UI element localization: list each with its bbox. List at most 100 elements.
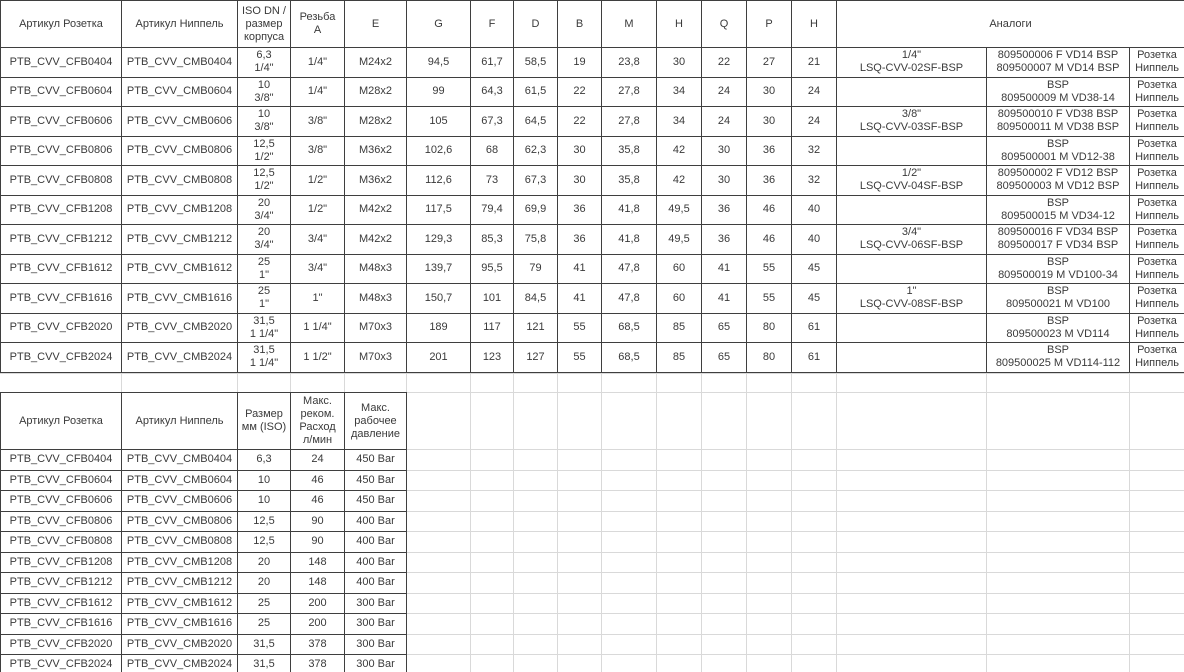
column-header-b[interactable]: B [557,0,602,48]
cell[interactable]: 25 [237,613,291,635]
cell[interactable]: 30 [557,165,602,196]
cell[interactable]: 55 [557,342,602,373]
cell[interactable]: PTB_CVV_CMB1208 [121,551,238,573]
cell[interactable]: 809500010 F VD38 BSP 809500011 M VD38 BS… [986,106,1130,137]
cell[interactable]: 41 [701,283,747,314]
cell[interactable]: M42x2 [344,224,407,255]
cell[interactable]: PTB_CVV_CMB0606 [121,490,238,512]
cell[interactable]: M28x2 [344,76,407,107]
cell[interactable]: M70x3 [344,312,407,343]
cell[interactable]: PTB_CVV_CFB1616 [0,613,122,635]
cell[interactable]: 148 [290,551,345,573]
cell[interactable]: PTB_CVV_CMB0806 [121,135,238,166]
cell[interactable]: 1 1/2" [290,342,345,373]
cell[interactable]: PTB_CVV_CMB0808 [121,165,238,196]
cell[interactable]: 12,5 [237,531,291,553]
column-header-f[interactable]: F [470,0,514,48]
cell[interactable]: 101 [470,283,514,314]
cell[interactable]: 6,3 [237,449,291,471]
column-header-e[interactable]: E [344,0,407,48]
cell[interactable]: 1/4" [290,47,345,78]
cell[interactable] [836,194,987,225]
cell[interactable]: 3/4" [290,224,345,255]
column-header-max-flow[interactable]: Макс. реком. Расход л/мин [290,392,345,450]
cell[interactable]: 30 [701,135,747,166]
cell[interactable]: 809500006 F VD14 BSP 809500007 M VD14 BS… [986,47,1130,78]
cell[interactable]: 3/4" LSQ-CVV-06SF-BSP [836,224,987,255]
cell[interactable]: 31,5 [237,654,291,672]
cell[interactable]: 31,5 1 1/4" [237,312,291,343]
cell[interactable]: 42 [656,135,702,166]
cell[interactable]: Розетка Ниппель [1128,312,1184,343]
cell[interactable]: 24 [791,106,837,137]
cell[interactable]: 65 [701,312,747,343]
cell[interactable]: 24 [290,449,345,471]
cell[interactable]: PTB_CVV_CFB1212 [0,224,122,255]
cell[interactable]: 79 [513,253,558,284]
cell[interactable]: 80 [746,312,792,343]
cell[interactable]: 30 [746,106,792,137]
cell[interactable]: BSP 809500023 M VD114 [986,312,1130,343]
cell[interactable]: 20 3/4" [237,224,291,255]
cell[interactable]: 42 [656,165,702,196]
cell[interactable]: 30 [746,76,792,107]
cell[interactable]: 34 [656,76,702,107]
cell[interactable]: 36 [746,165,792,196]
cell[interactable]: 80 [746,342,792,373]
column-header-p[interactable]: P [746,0,792,48]
cell[interactable]: 3/8" [290,135,345,166]
cell[interactable]: 79,4 [470,194,514,225]
cell[interactable]: PTB_CVV_CFB2024 [0,654,122,672]
cell[interactable]: 20 [237,572,291,594]
cell[interactable]: PTB_CVV_CFB0604 [0,469,122,491]
cell[interactable]: 20 3/4" [237,194,291,225]
column-header-article-nipple[interactable]: Артикул Ниппель [121,0,238,48]
cell[interactable]: 1/2" LSQ-CVV-04SF-BSP [836,165,987,196]
cell[interactable]: 809500016 F VD34 BSP 809500017 F VD34 BS… [986,224,1130,255]
cell[interactable]: 809500002 F VD12 BSP 809500003 M VD12 BS… [986,165,1130,196]
cell[interactable]: 61 [791,342,837,373]
cell[interactable]: 150,7 [406,283,471,314]
cell[interactable]: 102,6 [406,135,471,166]
cell[interactable]: PTB_CVV_CFB1612 [0,253,122,284]
cell[interactable]: BSP 809500001 M VD12-38 [986,135,1130,166]
cell[interactable]: 55 [746,283,792,314]
cell[interactable]: 94,5 [406,47,471,78]
cell[interactable]: 105 [406,106,471,137]
column-header-d[interactable]: D [513,0,558,48]
cell[interactable]: PTB_CVV_CMB1208 [121,194,238,225]
cell[interactable]: M28x2 [344,106,407,137]
cell[interactable]: 3/4" [290,253,345,284]
cell[interactable]: PTB_CVV_CFB0606 [0,490,122,512]
cell[interactable]: 450 Bar [344,490,407,512]
cell[interactable]: 61,7 [470,47,514,78]
cell[interactable]: PTB_CVV_CMB2020 [121,312,238,343]
cell[interactable]: PTB_CVV_CFB0404 [0,47,122,78]
cell[interactable]: 24 [791,76,837,107]
cell[interactable]: M70x3 [344,342,407,373]
cell[interactable]: PTB_CVV_CFB0806 [0,135,122,166]
column-header-iso-dn[interactable]: ISO DN / размер корпуса [237,0,291,48]
cell[interactable]: 139,7 [406,253,471,284]
cell[interactable]: 62,3 [513,135,558,166]
cell[interactable]: 60 [656,253,702,284]
cell[interactable]: PTB_CVV_CMB1612 [121,592,238,614]
cell[interactable]: 21 [791,47,837,78]
cell[interactable]: 45 [791,253,837,284]
cell[interactable]: 36 [557,194,602,225]
cell[interactable]: 24 [701,76,747,107]
cell[interactable]: 85 [656,342,702,373]
cell[interactable]: 49,5 [656,224,702,255]
cell[interactable]: 22 [557,76,602,107]
cell[interactable]: PTB_CVV_CMB0806 [121,510,238,532]
cell[interactable]: 68,5 [601,312,657,343]
cell[interactable]: 85 [656,312,702,343]
cell[interactable]: 12,5 [237,510,291,532]
cell[interactable]: PTB_CVV_CFB1612 [0,592,122,614]
cell[interactable]: M48x3 [344,283,407,314]
cell[interactable]: 1" [290,283,345,314]
column-header-max-pressure[interactable]: Макс. рабочее давление [344,392,407,450]
cell[interactable]: 22 [701,47,747,78]
cell[interactable]: 36 [557,224,602,255]
column-header-m[interactable]: M [601,0,657,48]
